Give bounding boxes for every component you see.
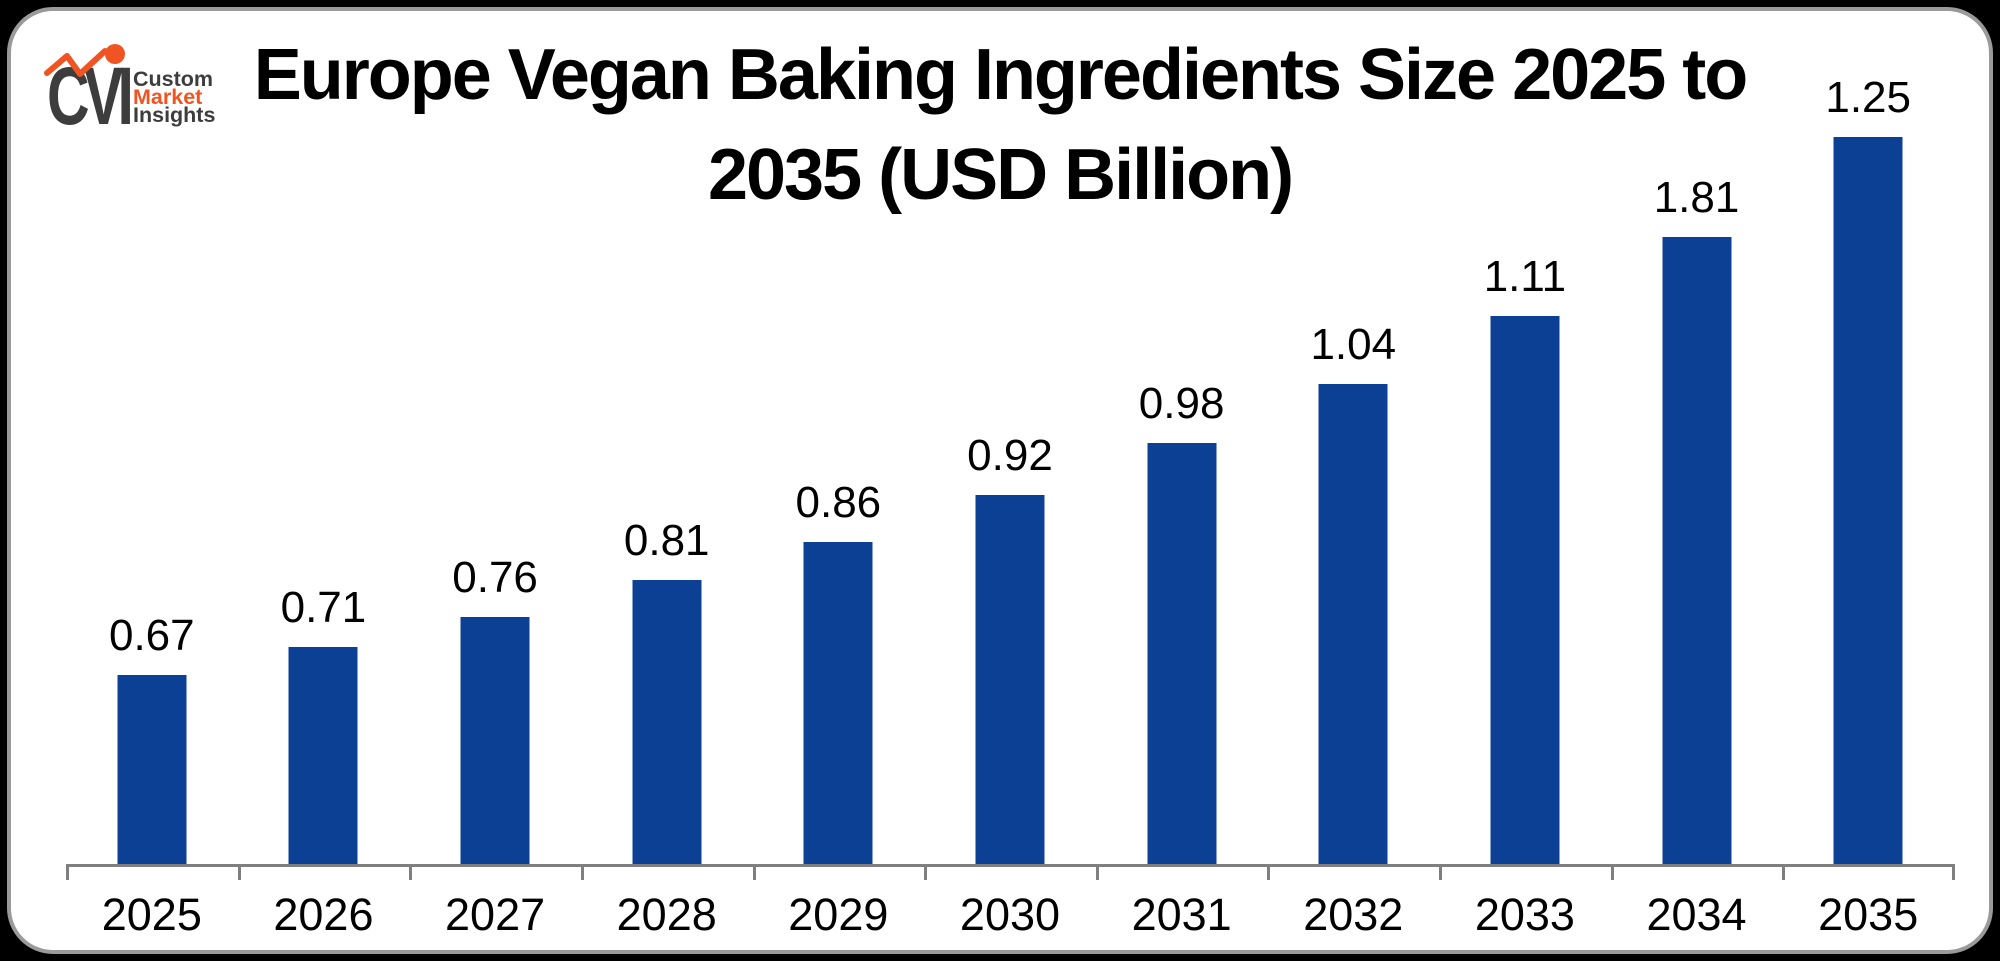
x-axis-tick [1610,864,1614,880]
bar-2028 [632,579,702,864]
logo-line-market: Market [133,85,202,109]
chart-title-line2: 2035 (USD Billion) [707,135,1294,215]
x-axis-label-2030: 2030 [959,889,1061,940]
x-axis-tick [924,864,928,880]
bar-slot-2026: 0.71 [238,137,410,864]
data-label-2031: 0.98 [1138,379,1225,429]
x-axis-label-2028: 2028 [616,889,717,940]
x-axis-label-2026: 2026 [273,889,374,940]
x-axis-tick [1267,864,1271,880]
data-label-2032: 1.04 [1310,320,1397,370]
trendline-icon [44,48,108,77]
x-axis-label-2031: 2031 [1131,889,1232,940]
data-label-2034: 1.81 [1653,173,1740,223]
bar-2033 [1490,315,1560,864]
x-axis-tick [1952,864,1955,880]
x-axis-tick [1439,864,1443,880]
x-axis-label-2025: 2025 [101,889,202,940]
bar-2035 [1833,137,1903,864]
bar-slot-2031: 0.98 [1096,137,1268,864]
x-axis-label-2034: 2034 [1646,889,1747,940]
data-label-2035: 1.25 [1825,73,1911,122]
bar-2025 [117,674,187,864]
bar-slot-2025: 0.67 [66,137,238,864]
cmi-logo-graphic: CVI Custom Market Insights [44,44,215,142]
x-axis-label-2029: 2029 [788,889,889,940]
x-axis-tick [66,864,69,880]
bar-2032 [1318,384,1388,864]
cmi-logo: CVI Custom Market Insights [41,39,241,142]
bar-slot-2034: 1.81 [1611,137,1783,864]
chart-title-line1: Europe Vegan Baking Ingredients Size 202… [253,35,1748,115]
logo-line-custom: Custom [133,67,213,91]
x-axis-tick [237,864,241,880]
data-label-2029: 0.86 [795,477,882,527]
x-axis-tick [1095,864,1099,880]
bar-2027 [460,616,530,864]
bar-slot-2033: 1.11 [1439,137,1611,864]
data-label-2028: 0.81 [623,515,710,565]
chart-card: CVI Custom Market Insights Europe Vegan … [7,7,1993,954]
data-label-2026: 0.71 [280,582,367,632]
data-label-2025: 0.67 [108,610,195,660]
bar-2026 [288,646,358,864]
bar-2034 [1662,237,1732,864]
bar-2030 [975,494,1045,864]
bar-slot-2029: 0.86 [753,137,925,864]
logo-line-insights: Insights [133,103,215,127]
bar-slot-2035: 1.25 [1782,73,1954,864]
data-label-2027: 0.76 [452,552,538,602]
bar-slot-2032: 1.04 [1267,137,1439,864]
bar-slot-2030: 0.92 [924,137,1096,864]
trend-dot-icon [105,44,125,64]
plot-area: 0.67 0.71 0.76 0.81 0.86 0.92 0.98 1.04 1.11 1.81… [66,73,1954,864]
x-axis-tick [409,864,413,880]
x-axis-labels: 2025 2026 2027 2028 2029 2030 2031 2032 2033 2034… [66,889,1954,945]
bar-2029 [803,541,873,864]
x-axis-label-2027: 2027 [445,889,546,940]
data-label-2030: 0.92 [967,430,1053,480]
bar-slot-2027: 0.76 [409,137,581,864]
x-axis-line [66,864,1955,880]
chart-title: Europe Vegan Baking Ingredients Size 202… [140,25,1860,225]
x-axis-tick [580,864,584,880]
x-axis-label-2035: 2035 [1818,889,1919,940]
x-axis-label-2033: 2033 [1474,889,1575,940]
bar-2031 [1147,443,1217,864]
x-axis-tick [752,864,756,880]
x-axis-label-2032: 2032 [1303,889,1404,940]
data-label-2033: 1.11 [1483,251,1567,301]
x-axis-tick [1782,864,1786,880]
bar-slot-2028: 0.81 [581,137,753,864]
